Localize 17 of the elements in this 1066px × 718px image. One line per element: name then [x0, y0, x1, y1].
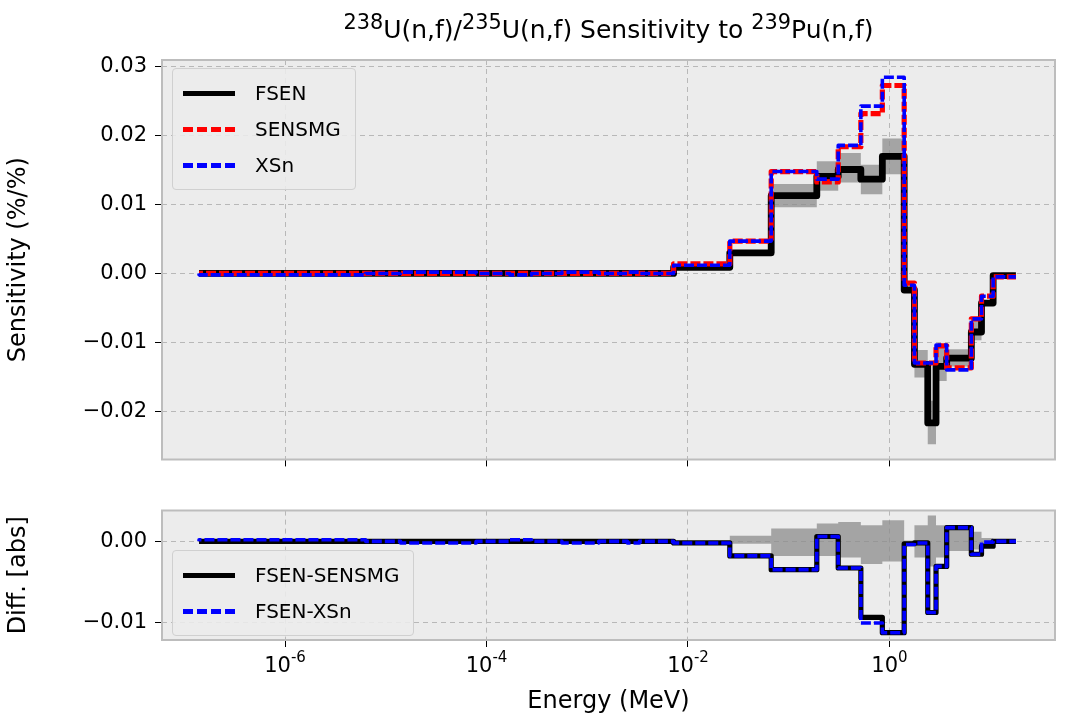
chart-title: $^{238}$U(n,f)/$^{235}$U(n,f) Sensitivity to $^{239}$Pu(n,f): [342, 10, 875, 45]
y-tick-label: 0.03: [100, 53, 147, 78]
y-axis-title: Diff. [abs]: [2, 516, 31, 635]
y-tick-label: 0.01: [100, 191, 147, 216]
x-axis-title: Energy (MeV): [527, 685, 690, 714]
y-tick-label: −0.02: [82, 397, 147, 422]
legend-label: FSEN-XSn: [255, 599, 352, 623]
y-tick-label: 0.00: [100, 527, 147, 552]
y-tick-label: −0.01: [82, 328, 147, 353]
legend-label: FSEN-SENSMG: [255, 563, 400, 587]
legend-label: SENSMG: [255, 117, 341, 141]
y-tick-label: 0.02: [100, 122, 147, 147]
legend-label: FSEN: [255, 81, 307, 105]
y-tick-label: 0.00: [100, 259, 147, 284]
y-axis-title: Sensitivity (%/%): [2, 157, 31, 363]
legend-label: XSn: [255, 153, 295, 177]
y-tick-label: −0.01: [82, 608, 147, 633]
